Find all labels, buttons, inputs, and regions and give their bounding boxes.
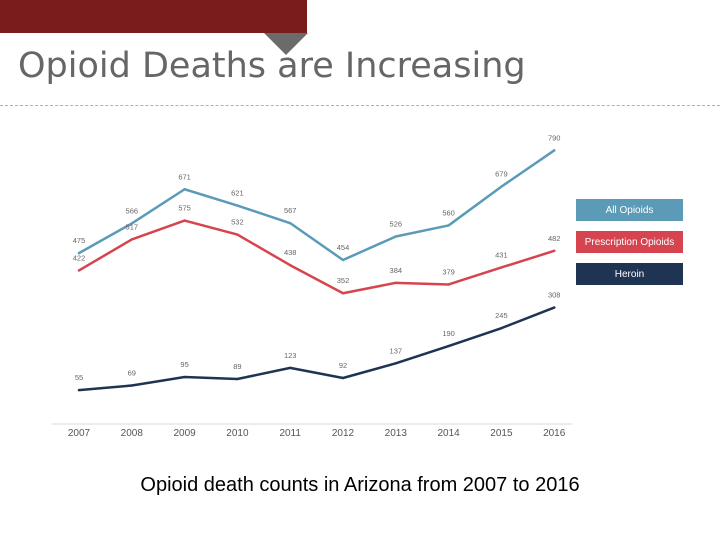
data-label: 431 xyxy=(495,250,508,259)
legend-item-prescription-opioids: Prescription Opioids xyxy=(576,231,683,253)
opioid-deaths-line-chart: 2007 2008 2009 2010 2011 2012 2013 2014 2015 2016… xyxy=(52,133,572,439)
data-point xyxy=(289,366,292,370)
data-label: 438 xyxy=(284,248,297,257)
data-point xyxy=(500,185,503,188)
data-label: 790 xyxy=(548,133,561,142)
data-point xyxy=(183,219,186,222)
series-line-prescription-opioids xyxy=(77,219,556,295)
data-label: 454 xyxy=(337,243,350,252)
data-point xyxy=(236,233,239,236)
data-point xyxy=(447,344,450,348)
data-label: 475 xyxy=(73,236,86,245)
x-tick-label: 2009 xyxy=(173,428,196,439)
header-accent-bar xyxy=(0,0,307,33)
data-label: 560 xyxy=(442,208,455,217)
data-label: 137 xyxy=(390,346,403,355)
data-point xyxy=(130,384,133,387)
data-point xyxy=(500,326,503,330)
chart-caption: Opioid death counts in Arizona from 2007… xyxy=(140,474,580,496)
data-point xyxy=(341,376,345,380)
x-tick-label: 2014 xyxy=(437,428,460,439)
data-point xyxy=(183,375,186,379)
data-point xyxy=(289,264,292,267)
data-label: 190 xyxy=(442,329,455,338)
data-point xyxy=(394,362,397,365)
data-point xyxy=(130,222,133,225)
data-label: 567 xyxy=(284,206,297,215)
data-label: 308 xyxy=(548,291,561,300)
data-label: 55 xyxy=(75,373,83,382)
x-tick-label: 2011 xyxy=(279,428,301,439)
data-label: 89 xyxy=(233,362,241,371)
header-pointer xyxy=(264,33,308,55)
data-point xyxy=(447,224,450,227)
data-label: 379 xyxy=(442,267,455,276)
data-point xyxy=(553,306,556,309)
data-label: 384 xyxy=(390,266,403,275)
data-label: 679 xyxy=(495,170,508,179)
data-label: 621 xyxy=(231,189,244,198)
series-line-all-opioids xyxy=(77,149,556,262)
data-point xyxy=(553,149,556,152)
data-point xyxy=(289,221,292,225)
data-label: 422 xyxy=(73,253,86,262)
data-point xyxy=(500,266,503,269)
data-point xyxy=(447,283,450,286)
x-tick-label: 2007 xyxy=(68,428,91,439)
data-label: 566 xyxy=(126,206,139,215)
data-point xyxy=(130,238,133,241)
data-label: 532 xyxy=(231,218,244,227)
data-label: 517 xyxy=(126,222,139,231)
data-label: 352 xyxy=(337,276,350,285)
data-point xyxy=(236,204,239,207)
data-point xyxy=(77,388,81,392)
data-point xyxy=(341,292,345,295)
x-tick-label: 2013 xyxy=(385,428,408,439)
data-point xyxy=(553,249,556,253)
page-title: Opioid Deaths are Increasing xyxy=(18,46,526,86)
x-tick-label: 2015 xyxy=(490,428,513,439)
x-tick-label: 2008 xyxy=(121,428,144,439)
data-label: 245 xyxy=(495,311,508,320)
data-label: 671 xyxy=(178,172,191,181)
data-point xyxy=(341,258,345,262)
title-divider xyxy=(0,105,720,106)
data-point xyxy=(394,235,397,238)
x-tick-label: 2012 xyxy=(332,428,355,439)
x-tick-label: 2016 xyxy=(543,428,566,439)
data-label: 575 xyxy=(178,204,191,213)
data-point xyxy=(236,377,239,381)
legend-item-all-opioids: All Opioids xyxy=(576,199,683,221)
data-point xyxy=(77,269,81,272)
legend-item-heroin: Heroin xyxy=(576,263,683,285)
series-line-heroin xyxy=(77,306,556,392)
data-label: 92 xyxy=(339,361,347,370)
x-tick-label: 2010 xyxy=(226,428,249,439)
data-point xyxy=(77,251,81,255)
data-label: 95 xyxy=(180,360,188,369)
data-point xyxy=(183,188,186,191)
data-point xyxy=(394,281,397,285)
data-label: 526 xyxy=(390,220,403,229)
data-label: 123 xyxy=(284,351,297,360)
data-label: 69 xyxy=(128,369,136,378)
data-label: 482 xyxy=(548,234,561,243)
